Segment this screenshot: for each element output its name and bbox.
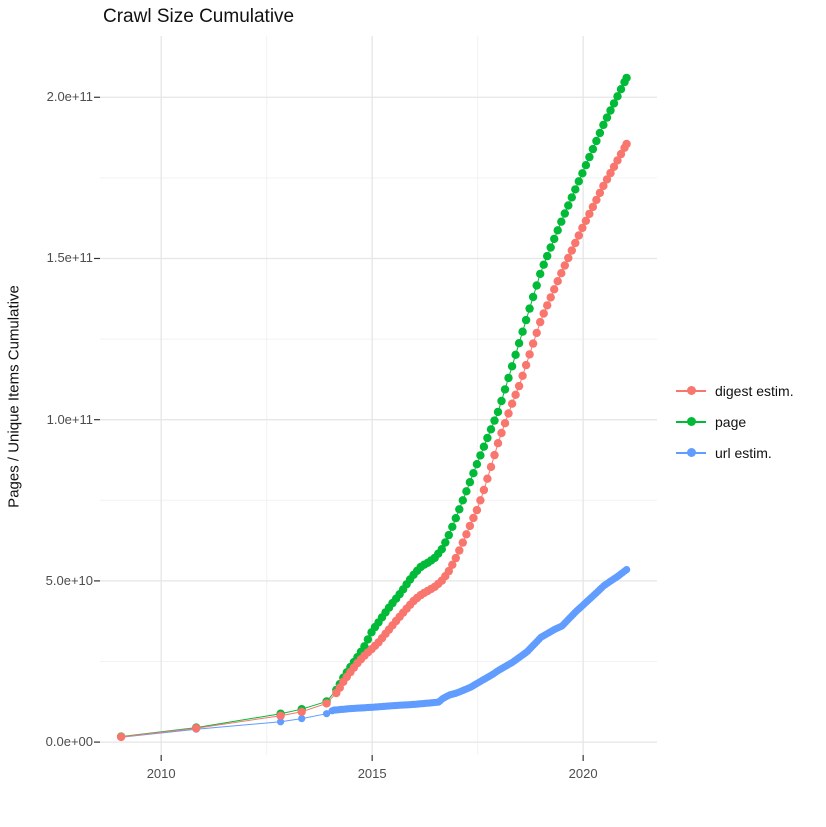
legend-key-url-icon [676,446,706,460]
x-axis-tick-label: 2015 [357,766,387,781]
x-axis-tick-label: 2010 [146,766,176,781]
grid-minor [100,36,657,755]
legend: digest estim. page url estim. [676,375,794,468]
y-axis-tick-label: 1.0e+11 [46,411,93,427]
grid-major [100,36,657,755]
series-page [116,73,631,741]
y-axis-tick-label: 0.0e+00 [45,734,93,750]
series-digest-estim [116,139,631,742]
legend-item-digest-estim: digest estim. [676,375,794,406]
y-axis-tick-label: 5.0e+10 [45,572,93,588]
y-axis-tick-label: 1.5e+11 [46,250,93,266]
legend-item-url-estim: url estim. [676,437,794,468]
x-axis-tick-label: 2020 [568,766,598,781]
chart-title: Crawl Size Cumulative [103,6,295,27]
legend-key-digest-icon [676,384,706,398]
legend-label: digest estim. [715,382,794,399]
legend-key-page-icon [676,415,706,429]
legend-label: page [715,413,747,430]
axis-tick-marks [94,96,584,761]
series-url-estim [117,566,631,741]
y-axis-tick-label: 2.0e+11 [46,89,93,105]
legend-item-page: page [676,406,794,437]
legend-label: url estim. [715,444,772,461]
